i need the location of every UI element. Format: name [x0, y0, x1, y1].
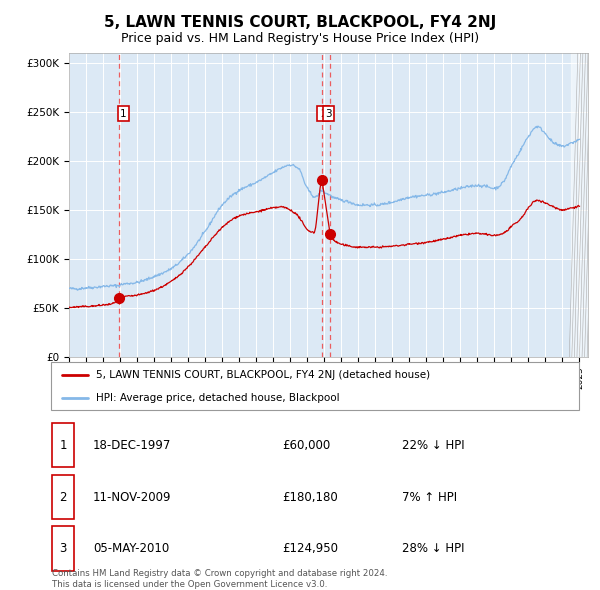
Text: 05-MAY-2010: 05-MAY-2010	[93, 542, 169, 555]
Text: 18-DEC-1997: 18-DEC-1997	[93, 438, 172, 452]
Text: 1: 1	[59, 438, 67, 452]
FancyBboxPatch shape	[51, 362, 579, 410]
Text: £60,000: £60,000	[282, 438, 330, 452]
Text: Price paid vs. HM Land Registry's House Price Index (HPI): Price paid vs. HM Land Registry's House …	[121, 32, 479, 45]
Text: HPI: Average price, detached house, Blackpool: HPI: Average price, detached house, Blac…	[96, 393, 340, 403]
Text: Contains HM Land Registry data © Crown copyright and database right 2024.
This d: Contains HM Land Registry data © Crown c…	[52, 569, 387, 589]
Text: 2: 2	[59, 490, 67, 504]
Text: 11-NOV-2009: 11-NOV-2009	[93, 490, 172, 504]
Text: £180,180: £180,180	[282, 490, 338, 504]
Text: 3: 3	[59, 542, 67, 555]
Text: 5, LAWN TENNIS COURT, BLACKPOOL, FY4 2NJ: 5, LAWN TENNIS COURT, BLACKPOOL, FY4 2NJ	[104, 15, 496, 30]
Text: 1: 1	[120, 109, 127, 119]
Text: £124,950: £124,950	[282, 542, 338, 555]
Text: 28% ↓ HPI: 28% ↓ HPI	[402, 542, 464, 555]
Text: 22% ↓ HPI: 22% ↓ HPI	[402, 438, 464, 452]
Text: 7% ↑ HPI: 7% ↑ HPI	[402, 490, 457, 504]
Text: 5, LAWN TENNIS COURT, BLACKPOOL, FY4 2NJ (detached house): 5, LAWN TENNIS COURT, BLACKPOOL, FY4 2NJ…	[96, 370, 430, 380]
Text: 2: 2	[320, 109, 327, 119]
Text: 3: 3	[325, 109, 332, 119]
